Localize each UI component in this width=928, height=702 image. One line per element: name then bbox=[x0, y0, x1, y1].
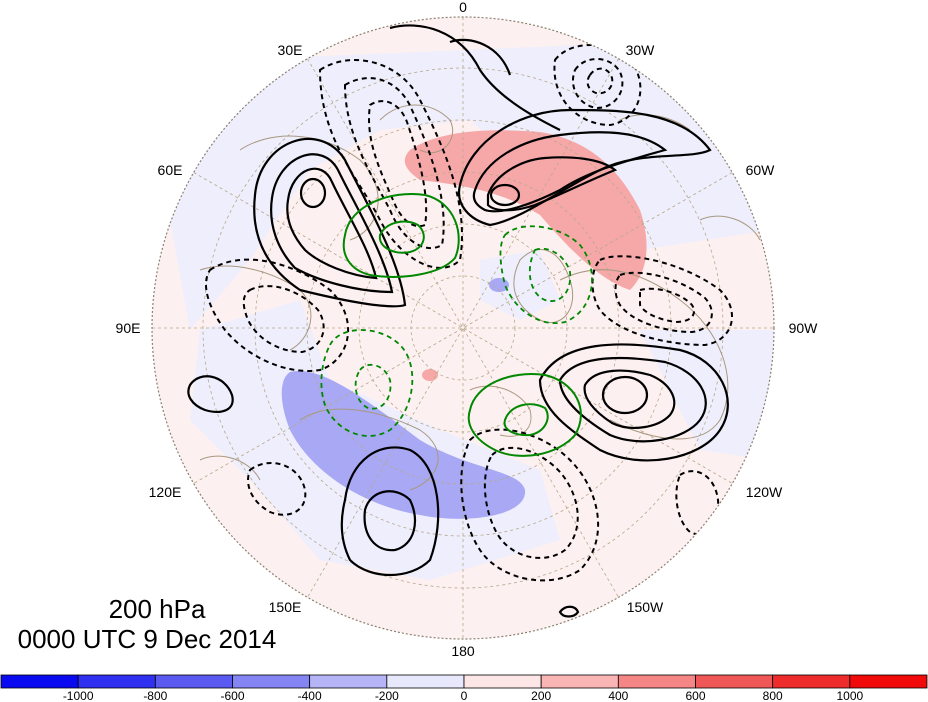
colorbar-tick-label: -1000 bbox=[63, 689, 94, 702]
lon-label-60w: 60W bbox=[746, 162, 776, 178]
shade-red bbox=[422, 369, 438, 381]
colorbar-swatch bbox=[463, 674, 542, 689]
colorbar-swatch bbox=[77, 674, 156, 689]
shade-light-blue bbox=[480, 250, 560, 320]
contours-negative bbox=[205, 44, 733, 582]
colorbar-tick-label: 600 bbox=[685, 689, 705, 702]
colorbar-tick-label: 800 bbox=[763, 689, 783, 702]
colorbar-swatch bbox=[154, 674, 233, 689]
map-disk bbox=[152, 17, 774, 639]
lon-label-180: 180 bbox=[451, 643, 475, 659]
shade-light-blue bbox=[170, 40, 770, 330]
contours-positive bbox=[187, 24, 729, 618]
time-label: 0000 UTC 9 Dec 2014 bbox=[18, 624, 277, 654]
colorbar-tick-label: 400 bbox=[608, 689, 628, 702]
colorbar-swatch bbox=[232, 674, 311, 689]
colorbar-swatch bbox=[695, 674, 774, 689]
lon-label-150e: 150E bbox=[269, 599, 302, 615]
lon-label-120w: 120W bbox=[746, 484, 783, 500]
lon-label-150w: 150W bbox=[627, 599, 664, 615]
colorbar-tick-label: -800 bbox=[143, 689, 167, 702]
lon-label-90e: 90E bbox=[116, 320, 141, 336]
lon-label-60e: 60E bbox=[158, 162, 183, 178]
lon-label-90w: 90W bbox=[789, 320, 819, 336]
map-border bbox=[151, 16, 775, 640]
lon-label-0: 0 bbox=[459, 0, 467, 15]
colorbar-tick-label: 1000 bbox=[836, 689, 863, 702]
colorbar-swatch bbox=[0, 674, 79, 689]
lon-label-30w: 30W bbox=[626, 42, 656, 58]
shade-blue bbox=[489, 278, 509, 292]
colorbar-tick-label: -200 bbox=[375, 689, 399, 702]
colorbar-swatch bbox=[386, 674, 465, 689]
colorbar-tick-label: -600 bbox=[220, 689, 244, 702]
level-label: 200 hPa bbox=[109, 594, 206, 624]
colorbar-swatch bbox=[849, 674, 928, 689]
shade-light-blue bbox=[640, 330, 774, 460]
lon-label-30e: 30E bbox=[278, 42, 303, 58]
colorbar-swatch bbox=[772, 674, 851, 689]
contours-green bbox=[342, 193, 582, 457]
lon-label-120e: 120E bbox=[149, 484, 182, 500]
colorbar-swatch bbox=[617, 674, 696, 689]
colorbar-swatch bbox=[309, 674, 388, 689]
colorbar-tick-label: -400 bbox=[298, 689, 322, 702]
colorbar-tick-label: 200 bbox=[531, 689, 551, 702]
colorbar-tick-label: 0 bbox=[461, 689, 468, 702]
shade-blue bbox=[281, 370, 526, 519]
colorbar: -1000 -800 -600 -400 -200 0 200 400 600 800 1000 bbox=[0, 674, 928, 702]
colorbar-swatch bbox=[540, 674, 619, 689]
contours-green-dashed bbox=[320, 225, 593, 437]
